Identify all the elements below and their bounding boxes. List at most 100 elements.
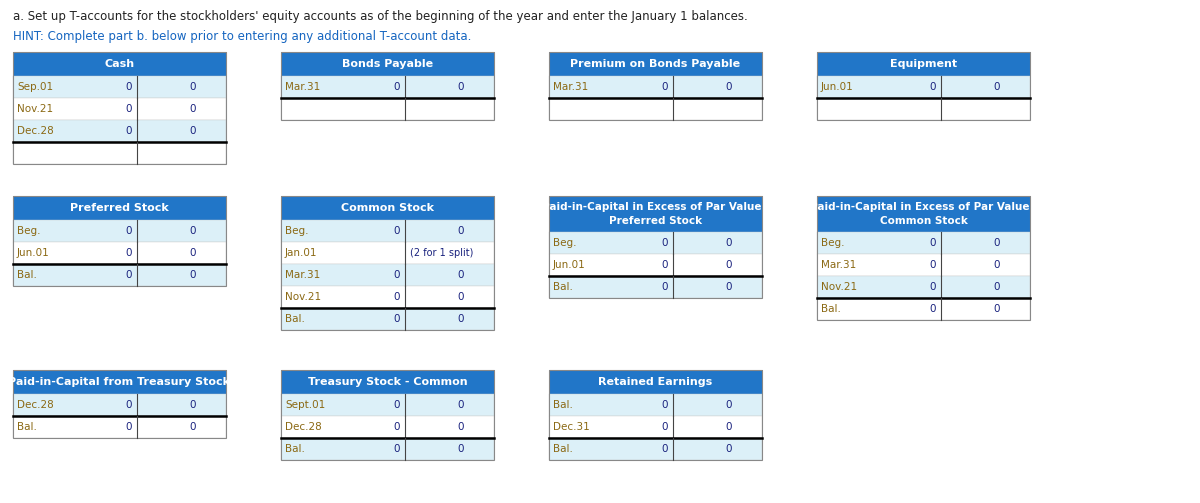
Text: Paid-in-Capital in Excess of Par Value -: Paid-in-Capital in Excess of Par Value - [810, 202, 1037, 212]
Bar [13, 196, 226, 220]
Text: 0: 0 [929, 282, 936, 292]
Text: 0: 0 [726, 260, 732, 270]
Text: 0: 0 [190, 270, 196, 280]
Text: 0: 0 [394, 444, 400, 454]
Text: 0: 0 [726, 82, 732, 92]
Text: Bal.: Bal. [553, 282, 572, 292]
Bar [281, 416, 494, 438]
Bar [13, 142, 226, 164]
Text: 0: 0 [457, 226, 464, 236]
Text: Dec.28: Dec.28 [286, 422, 322, 432]
Text: Jan.01: Jan.01 [286, 248, 318, 258]
Bar [817, 76, 1030, 98]
Text: 0: 0 [190, 400, 196, 410]
Text: 0: 0 [125, 248, 132, 258]
Bar [281, 220, 494, 242]
Text: Beg.: Beg. [17, 226, 41, 236]
Text: 0: 0 [394, 270, 400, 280]
Bar [817, 98, 1030, 120]
Bar [13, 264, 226, 286]
Text: 0: 0 [929, 82, 936, 92]
Text: 0: 0 [125, 82, 132, 92]
Text: 0: 0 [994, 82, 1000, 92]
Bar [550, 416, 762, 438]
Bar [550, 52, 762, 76]
Bar [281, 286, 494, 308]
Text: 0: 0 [661, 82, 667, 92]
Bar [281, 242, 494, 264]
Text: Paid-in-Capital from Treasury Stock: Paid-in-Capital from Treasury Stock [8, 377, 230, 387]
Text: 0: 0 [929, 304, 936, 314]
Text: 0: 0 [394, 400, 400, 410]
Text: Dec.28: Dec.28 [17, 400, 54, 410]
Bar [13, 370, 226, 394]
Bar [13, 416, 226, 438]
Bar [550, 370, 762, 394]
Text: 0: 0 [994, 238, 1000, 248]
Bar [550, 276, 762, 298]
Bar [550, 254, 762, 276]
Text: Paid-in-Capital in Excess of Par Value -: Paid-in-Capital in Excess of Par Value - [542, 202, 769, 212]
Bar [550, 232, 762, 254]
Text: Common Stock: Common Stock [880, 216, 967, 226]
Text: (2 for 1 split): (2 for 1 split) [409, 248, 473, 258]
Text: Bal.: Bal. [821, 304, 841, 314]
Bar [817, 196, 1030, 320]
Text: Beg.: Beg. [553, 238, 576, 248]
Text: 0: 0 [457, 82, 464, 92]
Bar [550, 394, 762, 416]
Bar [817, 254, 1030, 276]
Text: 0: 0 [457, 314, 464, 324]
Bar [817, 298, 1030, 320]
Bar [817, 276, 1030, 298]
Text: HINT: Complete part b. below prior to entering any additional T-account data.: HINT: Complete part b. below prior to en… [13, 30, 472, 43]
Bar [281, 438, 494, 460]
Text: Dec.31: Dec.31 [553, 422, 589, 432]
Bar [281, 264, 494, 286]
Text: 0: 0 [125, 400, 132, 410]
Text: 0: 0 [661, 260, 667, 270]
Bar [13, 98, 226, 120]
Text: 0: 0 [394, 226, 400, 236]
Bar [817, 196, 1030, 232]
Text: 0: 0 [726, 444, 732, 454]
Text: 0: 0 [457, 292, 464, 302]
Text: 0: 0 [929, 260, 936, 270]
Bar [817, 52, 1030, 76]
Text: Mar.31: Mar.31 [821, 260, 857, 270]
Bar [13, 76, 226, 98]
Text: Bal.: Bal. [17, 422, 37, 432]
Bar [13, 52, 226, 164]
Text: a. Set up T-accounts for the stockholders' equity accounts as of the beginning o: a. Set up T-accounts for the stockholder… [13, 10, 748, 23]
Bar [281, 394, 494, 416]
Bar [817, 52, 1030, 120]
Bar [281, 370, 494, 394]
Text: Mar.31: Mar.31 [553, 82, 588, 92]
Bar [817, 232, 1030, 254]
Text: Bal.: Bal. [553, 444, 572, 454]
Text: Bonds Payable: Bonds Payable [342, 59, 433, 69]
Text: 0: 0 [457, 270, 464, 280]
Text: 0: 0 [394, 292, 400, 302]
Text: Jun.01: Jun.01 [17, 248, 49, 258]
Text: Preferred Stock: Preferred Stock [608, 216, 702, 226]
Bar [550, 370, 762, 460]
Bar [550, 196, 762, 298]
Text: Treasury Stock - Common: Treasury Stock - Common [307, 377, 467, 387]
Text: Nov.21: Nov.21 [286, 292, 322, 302]
Text: 0: 0 [125, 126, 132, 136]
Bar [550, 98, 762, 120]
Bar [13, 120, 226, 142]
Bar [13, 196, 226, 286]
Text: 0: 0 [190, 82, 196, 92]
Bar [281, 196, 494, 330]
Text: 0: 0 [726, 282, 732, 292]
Text: 0: 0 [190, 226, 196, 236]
Text: Beg.: Beg. [286, 226, 308, 236]
Text: Nov.21: Nov.21 [17, 104, 53, 114]
Text: 0: 0 [994, 282, 1000, 292]
Text: Bal.: Bal. [286, 444, 305, 454]
Bar [281, 52, 494, 76]
Text: Preferred Stock: Preferred Stock [70, 203, 169, 213]
Text: Bal.: Bal. [286, 314, 305, 324]
